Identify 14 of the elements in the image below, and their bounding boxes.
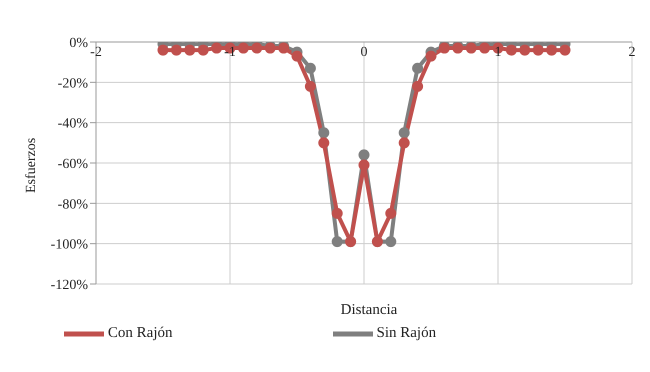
legend-label: Sin Rajón [376,325,436,342]
y-tick-label: -40% [58,116,88,132]
y-tick-label: 0% [69,36,88,51]
y-tick-label: -20% [58,76,88,92]
y-tick-label: -100% [50,238,88,253]
y-tick-label: -120% [50,278,88,293]
x-tick-label: -2 [90,45,102,60]
y-axis-title: Esfuerzos [24,138,39,193]
legend-label: Con Rajón [108,325,172,342]
y-tick-label: -80% [58,197,88,212]
y-tick-label: -60% [58,156,88,172]
x-tick-label: 0 [360,45,368,60]
x-axis-title: Distancia [340,302,398,319]
x-tick-label: 2 [628,45,636,60]
